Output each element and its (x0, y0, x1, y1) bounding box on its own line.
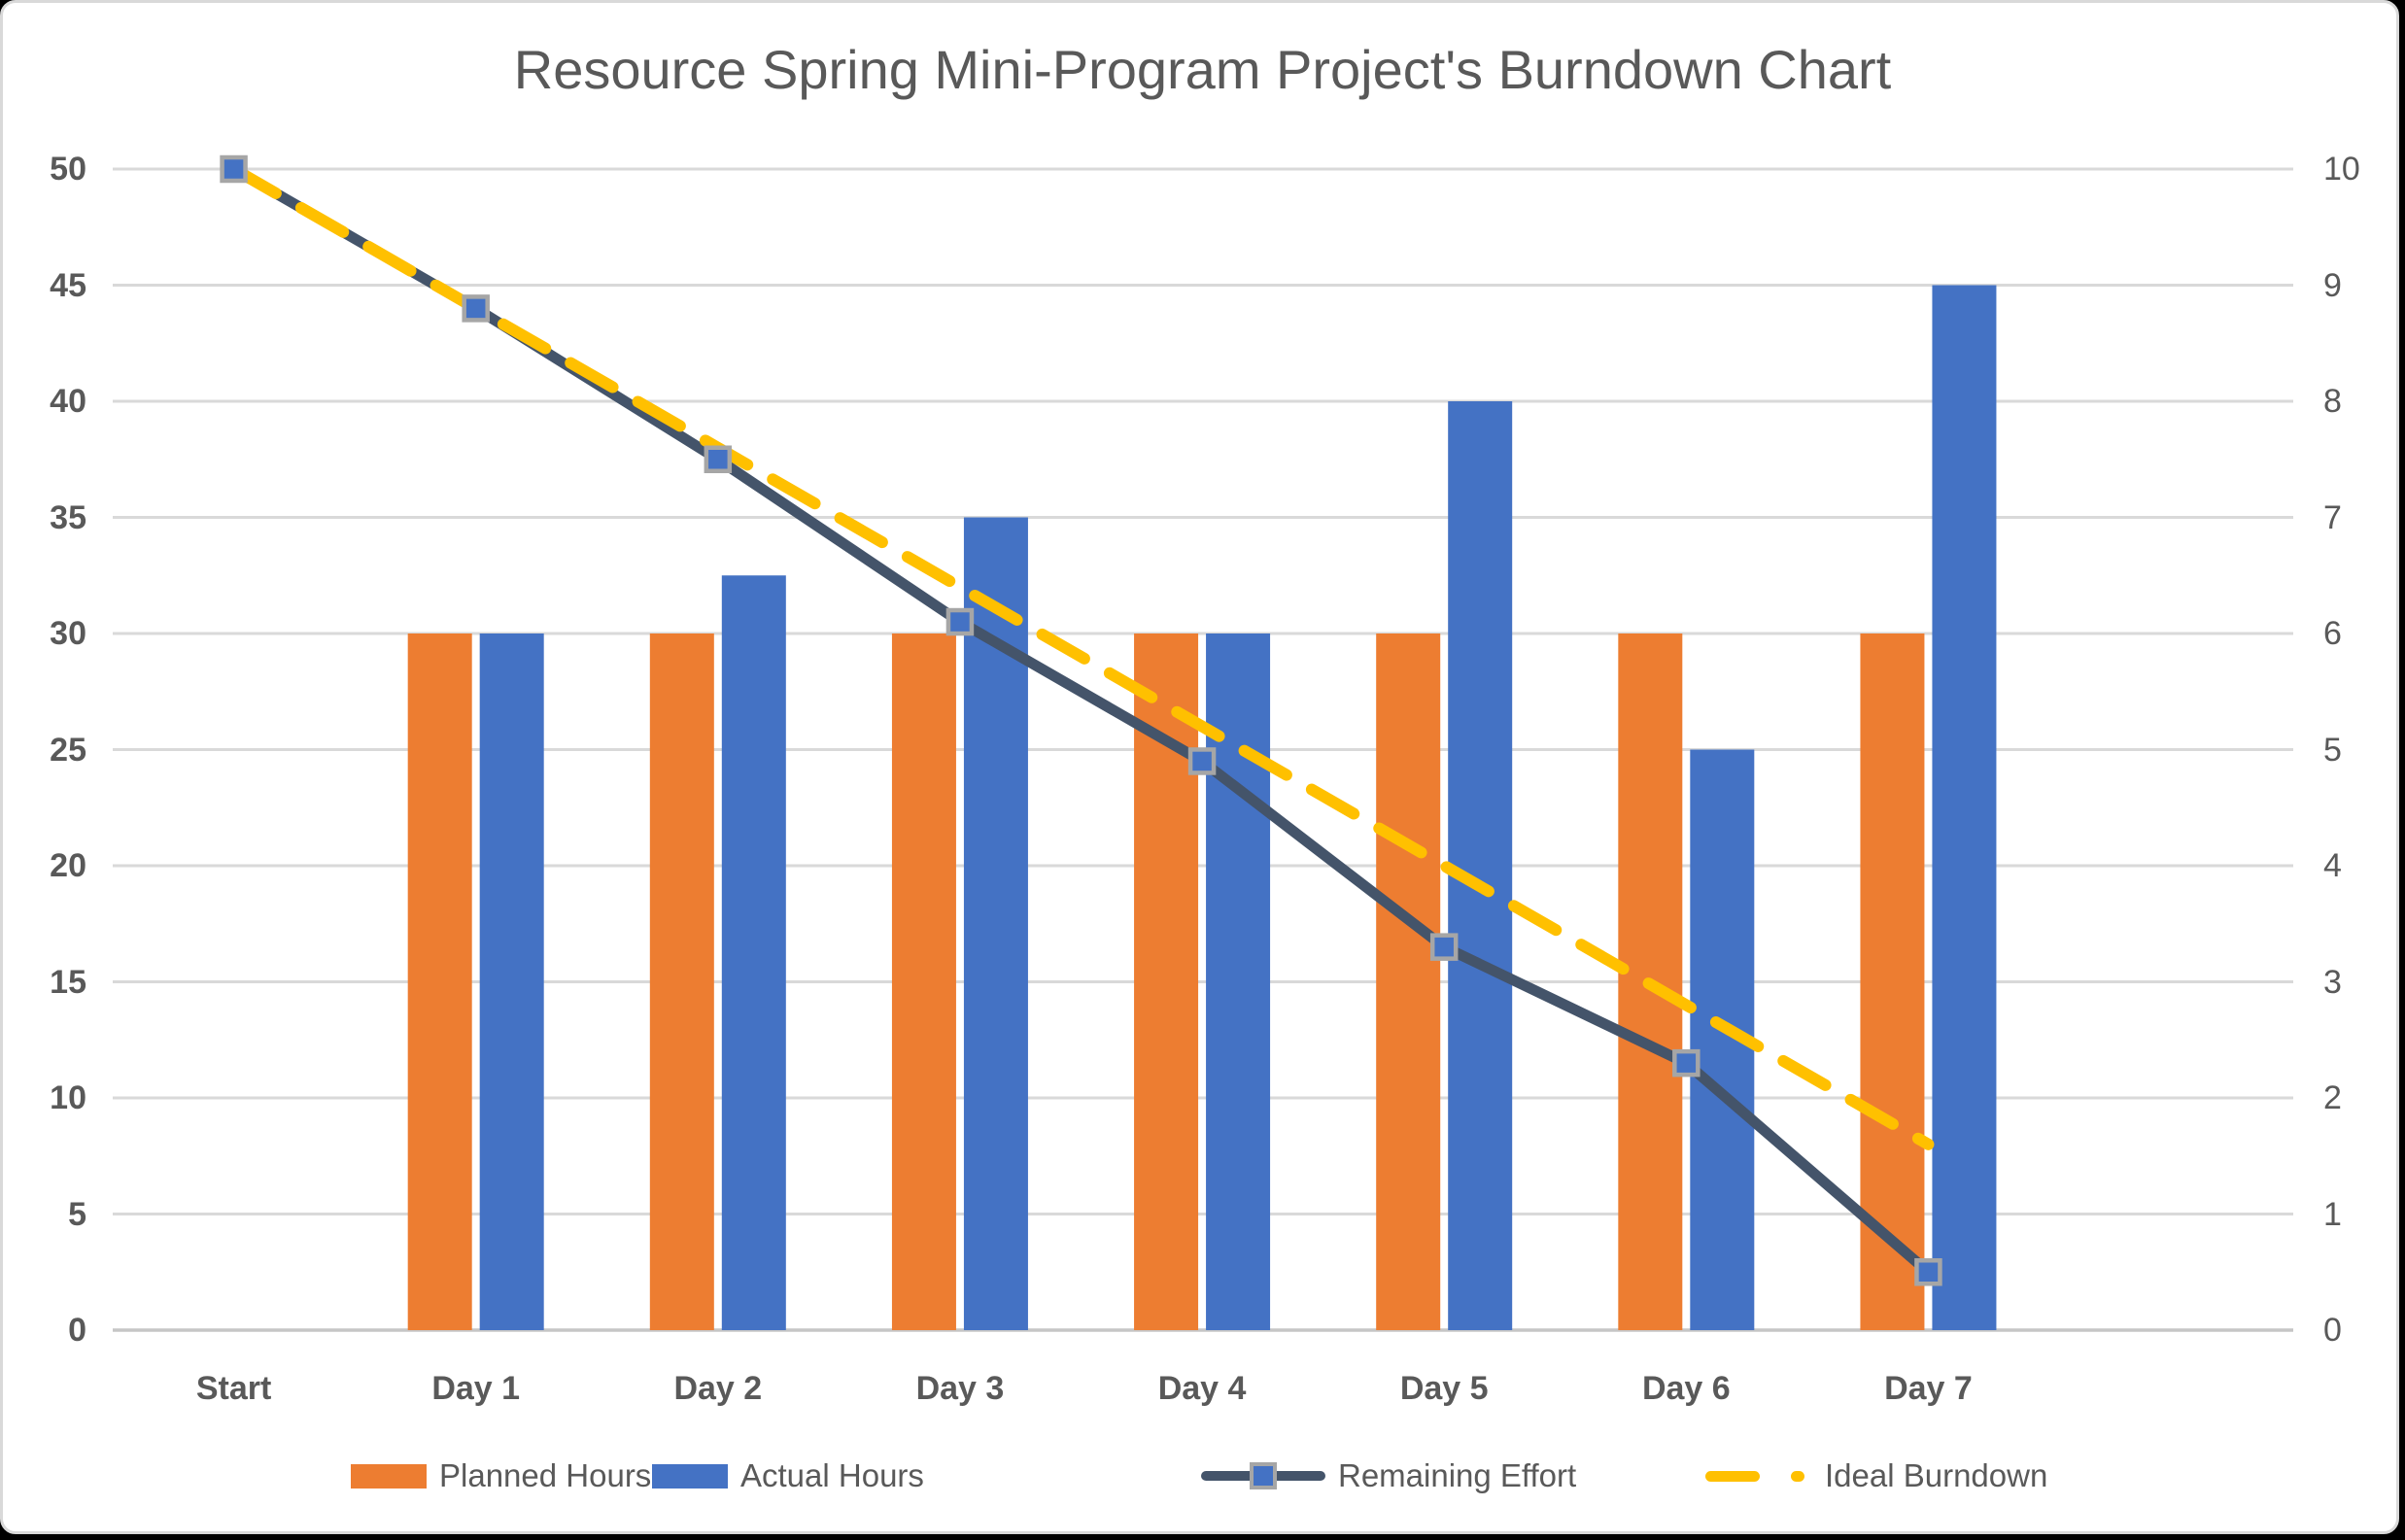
left-axis-tick-label: 10 (50, 1079, 86, 1116)
bar-planned-hours (891, 633, 956, 1330)
bar-actual-hours (1932, 285, 1997, 1330)
right-axis-tick-label: 9 (2323, 266, 2342, 304)
left-axis-tick-label: 35 (50, 498, 86, 536)
legend-item: Actual Hours (652, 1454, 924, 1497)
data-point-marker (220, 154, 248, 184)
bar-actual-hours (1448, 401, 1513, 1330)
x-axis-label: Day 5 (1399, 1370, 1489, 1407)
x-axis-label: Day 4 (1157, 1370, 1247, 1407)
x-axis-label: Start (195, 1370, 272, 1407)
legend-item: Remaining Effort (1201, 1454, 1576, 1497)
right-axis-tick-label: 3 (2323, 963, 2342, 1001)
data-point-marker (1914, 1258, 1942, 1286)
right-axis-tick-label: 6 (2323, 615, 2342, 652)
legend-label: Actual Hours (740, 1457, 924, 1493)
bar-planned-hours (1860, 633, 1925, 1330)
right-axis-tick-label: 1 (2323, 1195, 2342, 1233)
bar-planned-hours (407, 633, 472, 1330)
x-axis-label: Day 1 (431, 1370, 521, 1407)
right-axis-tick-label: 7 (2323, 498, 2342, 536)
data-point-marker (704, 445, 733, 473)
legend-item: Planned Hours (351, 1454, 651, 1497)
x-axis-label: Day 3 (915, 1370, 1005, 1407)
bar-planned-hours (1376, 633, 1441, 1330)
legend-line-marker-icon (1201, 1461, 1325, 1490)
x-axis-label: Day 6 (1641, 1370, 1731, 1407)
left-axis-tick-label: 30 (50, 615, 86, 652)
left-axis-tick-label: 0 (68, 1312, 86, 1349)
bar-actual-hours (721, 575, 786, 1330)
right-axis-tick-label: 4 (2323, 847, 2342, 884)
data-point-marker (1187, 747, 1217, 775)
right-axis-tick-label: 2 (2323, 1079, 2342, 1116)
bar-actual-hours (1206, 633, 1271, 1330)
legend-label: Remaining Effort (1338, 1457, 1577, 1493)
bar-actual-hours (479, 633, 544, 1330)
data-point-marker (462, 294, 490, 323)
legend-bar-swatch-icon (652, 1463, 728, 1489)
right-axis-tick-label: 8 (2323, 383, 2342, 420)
data-point-marker (945, 607, 975, 636)
ideal-burndown-line (227, 163, 1935, 1150)
right-axis-tick-label: 0 (2323, 1312, 2342, 1349)
left-axis-tick-label: 5 (68, 1195, 86, 1233)
left-axis-tick-label: 25 (50, 731, 86, 769)
left-axis-tick-label: 45 (50, 266, 86, 304)
bar-planned-hours (649, 633, 714, 1330)
legend-label: Planned Hours (439, 1457, 652, 1493)
legend-label: Ideal Burndown (1825, 1457, 2048, 1493)
left-axis-tick-label: 20 (50, 847, 86, 884)
legend-item: Ideal Burndown (1705, 1454, 2047, 1497)
chart-canvas (113, 154, 2293, 1332)
right-axis-tick-label: 5 (2323, 731, 2342, 769)
left-axis-tick-label: 15 (50, 963, 86, 1001)
chart-title: Resource Spring Mini-Program Project's B… (513, 39, 1892, 100)
x-axis-label: Day 7 (1884, 1370, 1973, 1407)
left-axis-tick-label: 50 (50, 151, 86, 188)
legend-bar-swatch-icon (351, 1463, 427, 1489)
data-point-marker (1672, 1048, 1701, 1078)
data-point-marker (1429, 933, 1459, 961)
left-axis-tick-label: 40 (50, 383, 86, 420)
right-axis-tick-label: 10 (2323, 151, 2360, 188)
x-axis-label: Day 2 (673, 1370, 763, 1407)
legend-dashed-line-icon (1705, 1461, 1812, 1490)
